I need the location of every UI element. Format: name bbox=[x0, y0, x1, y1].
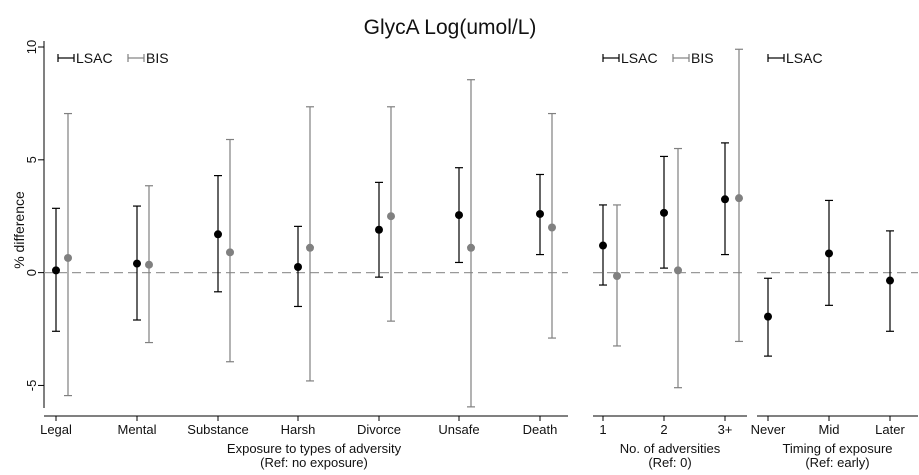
panel-1-bis-point bbox=[467, 243, 475, 252]
panel-3-x-axis-label: Timing of exposure bbox=[782, 441, 892, 456]
y-tick-label-10: 10 bbox=[24, 40, 39, 54]
panel-1-bis-point bbox=[387, 212, 395, 221]
panel-2-bis-point bbox=[674, 266, 682, 275]
panel-3-lsac-point bbox=[825, 249, 833, 258]
panel-1-lsac-point bbox=[375, 225, 383, 234]
panel-1-lsac-point bbox=[133, 259, 141, 268]
panel-1-lsac-point bbox=[455, 211, 463, 220]
panel-1-bis-point bbox=[548, 223, 556, 232]
panel-2-bis-point bbox=[613, 272, 621, 281]
panel-1-x-tick-label-substance: Substance bbox=[187, 422, 248, 437]
panel-2-legend-bis-label: BIS bbox=[691, 50, 714, 66]
plot-area: -5 0 5 10 Legal Mental Substance Harsh Divorce Un… bbox=[24, 40, 918, 470]
panel-1-x-axis-label: Exposure to types of adversity bbox=[227, 441, 402, 456]
panel-1-bis-point bbox=[306, 243, 314, 252]
panel-2-lsac-point bbox=[721, 195, 729, 204]
panel-1-legend-lsac-label: LSAC bbox=[76, 50, 113, 66]
panel-2-lsac-point bbox=[660, 208, 668, 217]
y-tick-label-0: 0 bbox=[24, 269, 39, 276]
panel-1-bis-point bbox=[226, 248, 234, 257]
y-tick-label-5: -5 bbox=[24, 380, 39, 392]
panel-1-lsac-point bbox=[294, 262, 302, 271]
panel-1-x-tick-label-legal: Legal bbox=[40, 422, 72, 437]
panel-2-x-tick-label-1: 1 bbox=[599, 422, 606, 437]
panel-2-x-tick-label-2: 2 bbox=[660, 422, 667, 437]
panel-1-lsac-point bbox=[52, 266, 60, 275]
panel-2-lsac-point bbox=[599, 241, 607, 250]
panel-3-x-axis-sublabel: (Ref: early) bbox=[805, 455, 869, 470]
panel-1-x-tick-label-harsh: Harsh bbox=[281, 422, 316, 437]
panel-2-legend-lsac-label: LSAC bbox=[621, 50, 658, 66]
panel-2-x-axis-label: No. of adversities bbox=[620, 441, 721, 456]
panel-1-lsac-point bbox=[536, 209, 544, 218]
panel-1-x-tick-label-mental: Mental bbox=[117, 422, 156, 437]
panel-1-bis-point bbox=[64, 253, 72, 262]
panel-2-x-axis-sublabel: (Ref: 0) bbox=[648, 455, 691, 470]
panel-3-legend-lsac-label: LSAC bbox=[786, 50, 823, 66]
chart-title: GlycA Log(umol/L) bbox=[364, 16, 537, 39]
panel-3-lsac-point bbox=[764, 312, 772, 321]
panel-3-lsac-point bbox=[886, 276, 894, 285]
panel-3-x-tick-label-mid: Mid bbox=[819, 422, 840, 437]
panel-1-legend-bis-label: BIS bbox=[146, 50, 169, 66]
panel-1-x-tick-label-death: Death bbox=[523, 422, 558, 437]
panel-1-bis-point bbox=[145, 260, 153, 269]
panel-2-x-tick-label-3: 3+ bbox=[718, 422, 733, 437]
panel-2-bis-point bbox=[735, 194, 743, 203]
panel-1-lsac-point bbox=[214, 230, 222, 239]
panel-1-x-axis-sublabel: (Ref: no exposure) bbox=[260, 455, 368, 470]
y-axis-label: % difference bbox=[11, 191, 27, 269]
panel-3-x-tick-label-later: Later bbox=[875, 422, 905, 437]
panel-3-x-tick-label-never: Never bbox=[751, 422, 786, 437]
panel-1-x-tick-label-divorce: Divorce bbox=[357, 422, 401, 437]
y-tick-label-5: 5 bbox=[24, 156, 39, 163]
panel-1-x-tick-label-unsafe: Unsafe bbox=[438, 422, 479, 437]
